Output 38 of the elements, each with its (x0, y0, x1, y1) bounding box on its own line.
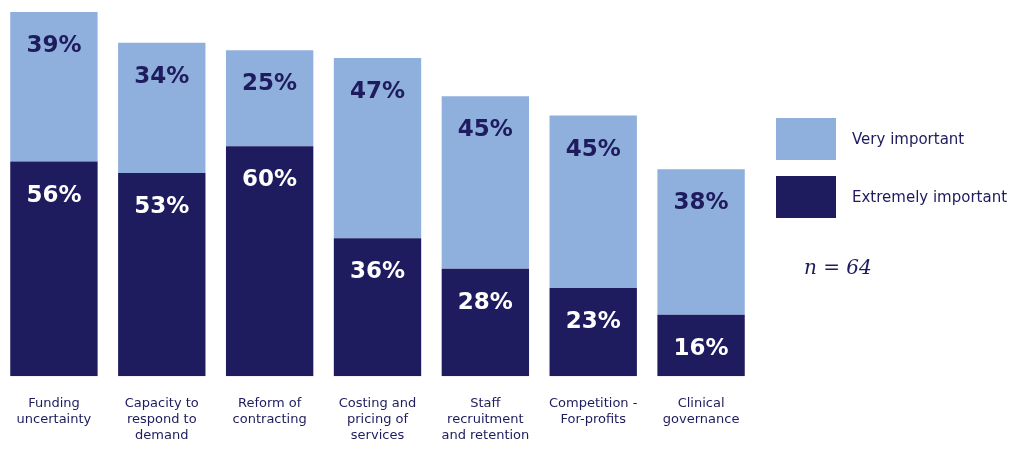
data-label: 45% (457, 115, 513, 142)
x-tick-label: Clinical governance (662, 395, 740, 426)
bar (225, 146, 314, 377)
data-label: 38% (673, 188, 729, 215)
bar (10, 161, 98, 377)
bar (657, 314, 745, 377)
bar (657, 169, 745, 315)
text: Very important (852, 130, 965, 148)
data-label: 34% (134, 61, 190, 88)
x-tick-label: Costing and pricing of services (338, 395, 417, 442)
bar (10, 12, 98, 162)
data-label: 47% (349, 77, 406, 103)
bar (225, 50, 314, 147)
data-label: 56% (26, 180, 82, 207)
text: Extremely important (852, 188, 1008, 206)
text: n = 64 (804, 255, 872, 279)
data-label: 36% (349, 257, 406, 284)
bar (333, 238, 422, 377)
bar (549, 115, 637, 289)
x-tick-label: Capacity to respond to demand (124, 395, 199, 442)
bar (333, 58, 422, 239)
x-tick-label: Competition - For-profits (549, 395, 638, 426)
data-label: 16% (673, 333, 729, 360)
data-label: 53% (134, 192, 190, 219)
bar (118, 42, 206, 174)
bar (441, 268, 530, 377)
bar (441, 96, 530, 269)
data-label: 28% (457, 287, 513, 314)
data-label: 23% (565, 307, 621, 334)
bar (118, 173, 206, 377)
data-label: 39% (26, 31, 82, 57)
x-tick-label: Funding uncertainty (16, 395, 92, 426)
data-label: 45% (565, 134, 621, 161)
x-tick-label: Reform of contracting (232, 395, 307, 426)
x-tick-label: Staff recruitment and retention (441, 395, 530, 442)
data-label: 25% (242, 69, 298, 96)
data-label: 60% (242, 165, 298, 192)
bar (549, 288, 637, 377)
